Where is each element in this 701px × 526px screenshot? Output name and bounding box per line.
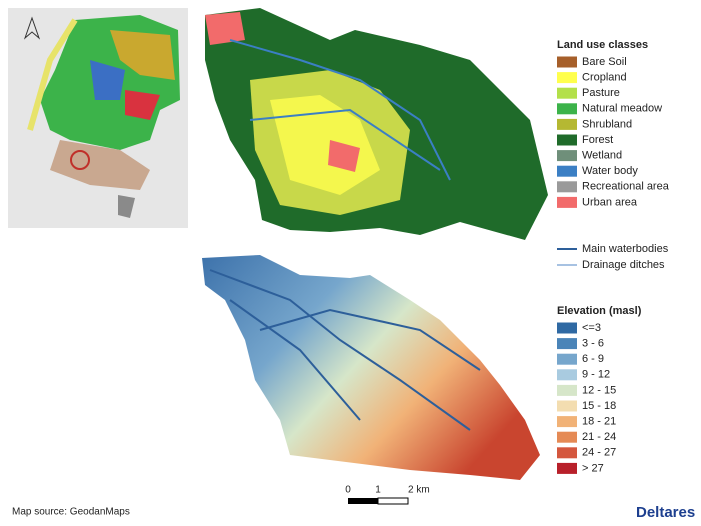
legend-label: Bare Soil xyxy=(582,56,627,68)
legend-label: 21 - 24 xyxy=(582,431,616,443)
inset-map xyxy=(8,8,188,228)
elevation-map xyxy=(202,255,540,480)
legend-label: Urban area xyxy=(582,196,638,208)
legend-swatch xyxy=(557,150,577,162)
legend-swatch xyxy=(557,338,577,350)
legend-label: > 27 xyxy=(582,462,604,474)
legend-label: 9 - 12 xyxy=(582,369,610,381)
legend-label: Pasture xyxy=(582,87,620,99)
legend-label: 6 - 9 xyxy=(582,353,604,365)
legend-swatch xyxy=(557,118,577,130)
legend-swatch xyxy=(557,400,577,412)
legend-swatch xyxy=(557,134,577,146)
legend-label: <=3 xyxy=(582,322,601,334)
legend-label: 3 - 6 xyxy=(582,338,604,350)
legend-title: Land use classes xyxy=(557,39,648,51)
legend-swatch xyxy=(557,431,577,443)
land-use-map xyxy=(205,8,548,240)
legend-swatch xyxy=(557,56,577,68)
scale-label: 1 xyxy=(375,485,381,496)
legend-label: Water body xyxy=(582,165,638,177)
legend-label: Natural meadow xyxy=(582,103,662,115)
legend-swatch xyxy=(557,165,577,177)
legend-label: 15 - 18 xyxy=(582,400,616,412)
legend-swatch xyxy=(557,384,577,396)
legend-label: Wetland xyxy=(582,150,622,162)
legend-swatch xyxy=(557,353,577,365)
logo: Deltares xyxy=(636,504,695,521)
legend-label: Main waterbodies xyxy=(582,243,669,255)
scale-bar xyxy=(348,498,378,504)
legend-title: Elevation (masl) xyxy=(557,305,642,317)
legend-swatch xyxy=(557,369,577,381)
map-source: Map source: GeodanMaps xyxy=(12,507,130,518)
scale-label: 0 xyxy=(345,485,351,496)
legend-label: 12 - 15 xyxy=(582,384,616,396)
legend-swatch xyxy=(557,322,577,334)
legend-label: 24 - 27 xyxy=(582,447,616,459)
legend-swatch xyxy=(557,181,577,193)
legend-label: Drainage ditches xyxy=(582,259,665,271)
legend-swatch xyxy=(557,416,577,428)
legend-swatch xyxy=(557,462,577,474)
legend-label: Forest xyxy=(582,134,613,146)
legend-swatch xyxy=(557,196,577,208)
legend-swatch xyxy=(557,72,577,84)
legend-label: 18 - 21 xyxy=(582,416,616,428)
legend-swatch xyxy=(557,447,577,459)
legend-swatch xyxy=(557,87,577,99)
legend-swatch xyxy=(557,103,577,115)
legend-label: Cropland xyxy=(582,72,627,84)
legend-label: Shrubland xyxy=(582,118,632,130)
legend-label: Recreational area xyxy=(582,181,670,193)
scale-bar xyxy=(377,497,409,505)
scale-label: 2 km xyxy=(408,485,430,496)
